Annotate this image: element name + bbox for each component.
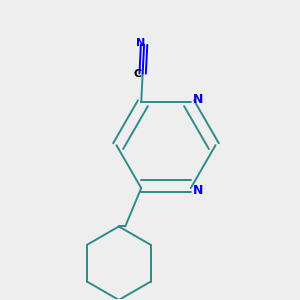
Text: N: N xyxy=(136,38,145,48)
Text: C: C xyxy=(134,68,142,79)
Text: N: N xyxy=(193,93,203,106)
Text: N: N xyxy=(193,184,203,197)
